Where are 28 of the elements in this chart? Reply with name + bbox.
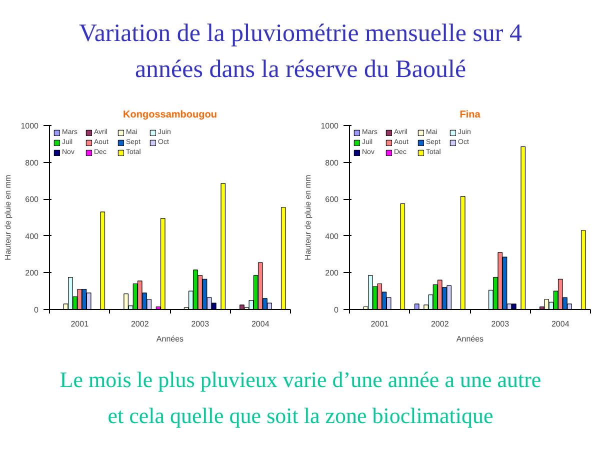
y-axis-title: Hauteur de pluie en mm: [304, 174, 313, 260]
x-tick-label: 2003: [491, 320, 510, 328]
y-tick-label: 400: [25, 232, 40, 241]
x-tick-label: 2004: [551, 320, 570, 328]
text: Variation de la pluviométrie mensuelle sur 4 années dans la réserve du Baoulé: [79, 20, 522, 83]
y-tick-label: 600: [325, 195, 340, 204]
x-tick-label: 2004: [251, 320, 270, 328]
y-tick-label: 800: [25, 158, 40, 168]
x-tick-label: 2003: [191, 320, 210, 328]
y-tick-label: 0: [334, 306, 340, 314]
y-tick-label: 0: [34, 306, 40, 314]
y-tick-label: 400: [325, 232, 340, 241]
x-tick-label: 2001: [370, 320, 390, 328]
y-tick-label: 1000: [320, 122, 340, 130]
text: Le mois le plus pluvieux varie d’une année a une autre et cela quelle que soit la zone bioclimatique: [60, 367, 542, 428]
y-tick-label: 600: [25, 195, 40, 204]
y-tick-label: 1000: [20, 122, 40, 130]
x-tick-label: 2002: [130, 320, 150, 328]
x-tick-label: 2001: [70, 320, 90, 328]
y-tick-label: 200: [325, 268, 340, 278]
y-axis-title: Hauteur de pluie en mm: [4, 174, 13, 260]
x-tick-label: 2002: [430, 320, 450, 328]
x-axis-title: Années: [456, 334, 484, 344]
chart-title: Kongossambougou: [123, 110, 217, 120]
x-axis-title: Années: [156, 334, 184, 344]
y-tick-label: 800: [325, 158, 340, 168]
y-tick-label: 200: [25, 268, 40, 278]
chart-title: Fina: [460, 110, 481, 120]
